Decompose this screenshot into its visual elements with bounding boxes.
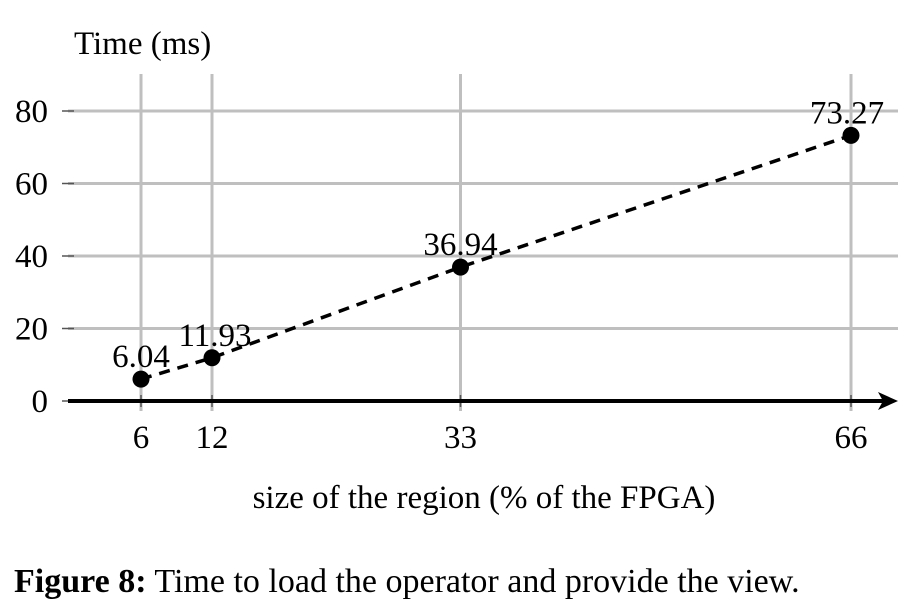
x-tick-label: 12: [196, 420, 229, 456]
figure-caption: Figure 8: Time to load the operator and …: [14, 562, 906, 602]
y-tick-label: 40: [15, 239, 48, 275]
y-tick-label: 20: [15, 312, 48, 348]
data-label: 36.94: [423, 227, 497, 263]
y-tick-label: 80: [15, 94, 48, 130]
data-point: [132, 370, 150, 388]
data-series: [132, 126, 860, 388]
caption-text: Time to load the operator and provide th…: [146, 563, 800, 600]
data-point: [842, 126, 860, 144]
x-axis-title: size of the region (% of the FPGA): [253, 480, 716, 516]
y-tick-label: 0: [32, 384, 49, 420]
y-tick-label: 60: [15, 167, 48, 203]
data-label: 73.27: [810, 95, 884, 131]
axes: [62, 110, 898, 410]
data-point: [452, 258, 469, 276]
data-label: 11.93: [178, 318, 251, 354]
x-tick-label: 66: [835, 420, 868, 456]
y-axis-title: Time (ms): [74, 26, 211, 62]
x-tick-label: 6: [133, 420, 150, 456]
grid: [68, 74, 898, 411]
caption-label: Figure 8:: [14, 563, 147, 600]
x-axis-arrow: [878, 392, 898, 410]
x-tick-label: 33: [444, 420, 477, 456]
data-point: [203, 349, 221, 367]
data-label: 6.04: [112, 339, 170, 375]
tick-labels: 0 20 40 60 80 6 12 33 66: [15, 94, 868, 456]
